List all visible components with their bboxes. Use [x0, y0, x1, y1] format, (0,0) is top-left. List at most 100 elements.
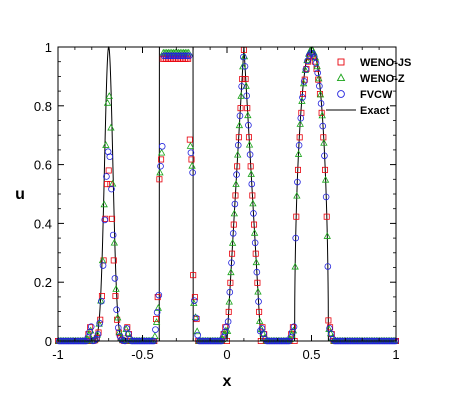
- data-point: [294, 150, 303, 157]
- data-point: [303, 56, 311, 64]
- data-point: [92, 335, 100, 343]
- data-point: [169, 52, 176, 60]
- data-point: [191, 297, 198, 304]
- data-point: [110, 257, 117, 264]
- data-point: [101, 216, 109, 224]
- data-point: [252, 258, 260, 266]
- data-point: [300, 78, 308, 85]
- data-point: [162, 52, 169, 60]
- data-point: [99, 262, 107, 269]
- data-point: [294, 178, 301, 186]
- data-point: [302, 66, 310, 73]
- data-point: [170, 52, 178, 60]
- data-point: [254, 279, 261, 286]
- data-point: [254, 287, 262, 295]
- data-point: [175, 52, 183, 60]
- data-point: [293, 213, 300, 220]
- data-point: [249, 192, 256, 199]
- plot-frame: [57, 46, 397, 342]
- data-point: [252, 250, 259, 257]
- data-point: [222, 324, 229, 331]
- series-weno-z-markers: [54, 45, 399, 344]
- data-point: [160, 52, 168, 60]
- data-point: [103, 173, 110, 180]
- data-point: [245, 121, 252, 129]
- x-tick-label: -1: [52, 347, 64, 362]
- axes: -1 -0.5 0 0.5 1 0 0.2 0.4 0.6 0.8 1 x u: [15, 40, 400, 390]
- data-point: [297, 114, 305, 122]
- data-point: [157, 162, 164, 170]
- data-point: [230, 209, 238, 217]
- data-point: [299, 79, 308, 87]
- data-point: [105, 92, 113, 99]
- data-point: [246, 151, 254, 158]
- data-point: [113, 306, 120, 313]
- data-point: [322, 193, 330, 201]
- data-point: [237, 105, 244, 112]
- data-point: [300, 91, 307, 98]
- data-point: [289, 324, 296, 331]
- data-point: [251, 239, 259, 247]
- data-point: [234, 163, 241, 170]
- y-tick-label: 0.8: [34, 99, 52, 114]
- data-point: [294, 166, 301, 173]
- data-point: [229, 250, 236, 257]
- data-point: [158, 156, 165, 163]
- data-point: [124, 324, 131, 331]
- data-point: [224, 318, 232, 325]
- data-point: [311, 53, 318, 61]
- data-point: [102, 215, 109, 222]
- data-point: [151, 332, 159, 339]
- data-point: [112, 293, 119, 300]
- data-point: [309, 50, 316, 57]
- data-point: [251, 221, 258, 228]
- data-point: [182, 52, 190, 60]
- data-point: [324, 263, 332, 270]
- data-point: [244, 105, 251, 112]
- data-point: [296, 120, 304, 127]
- data-point: [177, 52, 185, 60]
- data-point: [315, 74, 323, 82]
- x-tick-label: -0.5: [131, 347, 153, 362]
- legend-item: FVCW: [337, 89, 393, 101]
- data-point: [190, 272, 197, 279]
- data-point: [116, 332, 124, 340]
- data-point: [248, 180, 256, 188]
- data-point: [233, 171, 240, 178]
- data-point: [172, 52, 180, 60]
- data-point: [192, 314, 200, 322]
- data-point: [321, 152, 328, 160]
- data-point: [180, 52, 188, 60]
- data-point: [293, 191, 301, 199]
- data-point: [245, 134, 252, 141]
- data-point: [188, 156, 195, 163]
- data-point: [193, 327, 201, 335]
- data-point: [174, 52, 181, 60]
- data-point: [318, 109, 325, 116]
- data-point: [225, 308, 232, 315]
- data-point: [167, 52, 174, 60]
- data-point: [100, 200, 108, 208]
- data-point: [299, 94, 306, 101]
- series-fvcw-markers: [55, 49, 399, 345]
- data-point: [255, 317, 264, 324]
- data-point: [228, 238, 237, 246]
- x-tick-label: 0: [223, 347, 230, 362]
- data-point: [124, 329, 132, 337]
- data-point: [323, 232, 331, 239]
- legend-square-marker: [337, 58, 345, 66]
- data-point: [102, 141, 110, 148]
- data-point: [94, 330, 102, 338]
- data-point: [231, 200, 239, 208]
- data-point: [320, 138, 328, 146]
- data-point: [115, 328, 124, 335]
- data-point: [87, 323, 95, 330]
- data-point: [316, 82, 323, 90]
- data-point: [194, 331, 201, 339]
- data-point: [186, 142, 195, 149]
- data-point: [322, 166, 329, 173]
- data-point: [111, 275, 119, 282]
- legend-label: WENO-Z: [360, 73, 405, 85]
- data-point: [232, 192, 239, 199]
